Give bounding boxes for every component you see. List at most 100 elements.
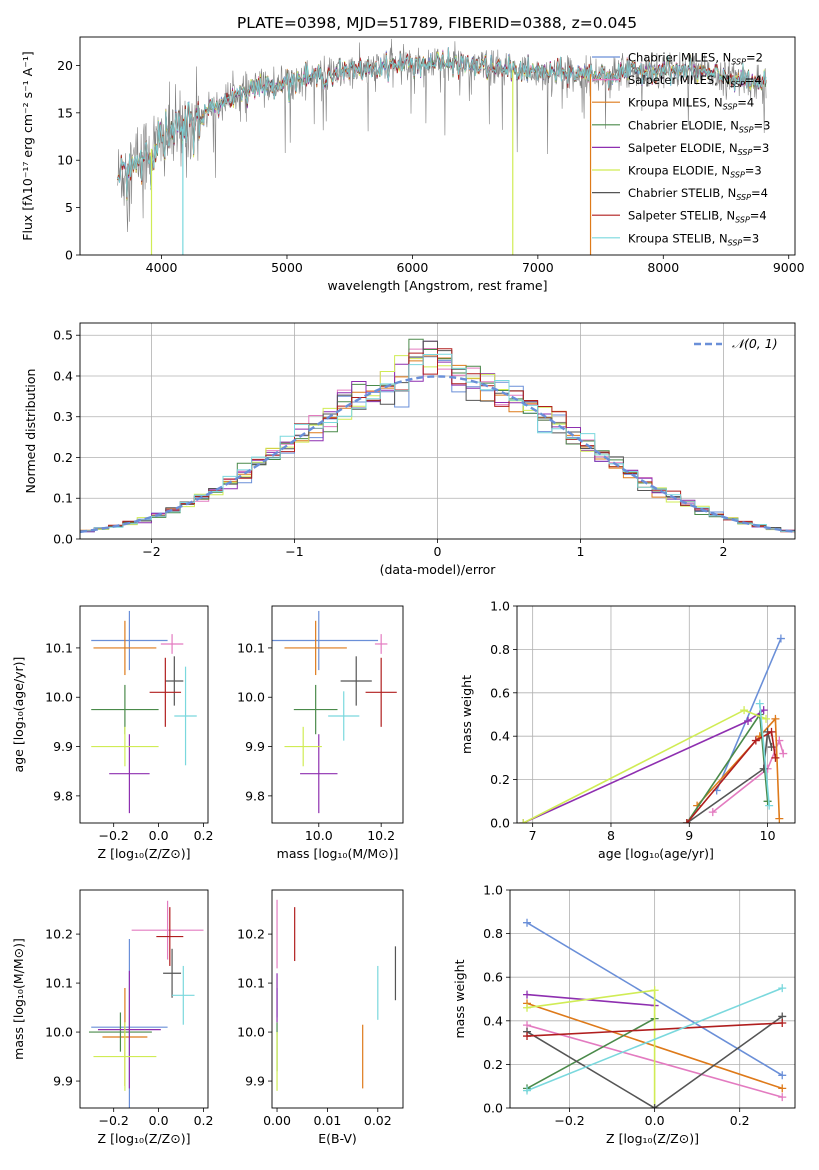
weight-line-kroupa-stelib xyxy=(759,703,770,806)
y-tick-label-2: 10.1 xyxy=(45,976,73,991)
subplot-1: −2 −1 0 1 2 0.0 0.1 0.2 0.3 0.4 0.5 (data-model)/er… xyxy=(23,322,796,577)
y-tick-label-0: 0.0 xyxy=(483,1101,503,1116)
x-tick-label-2: 0.02 xyxy=(364,1113,392,1128)
weight-line-salpeter-elodie xyxy=(526,993,655,1007)
plot-area xyxy=(91,610,197,814)
weight-marker-chabrier-miles xyxy=(778,1071,787,1080)
weight-line-kroupa-elodie xyxy=(526,989,656,1108)
weight-marker-kroupa-miles xyxy=(778,1084,787,1093)
legend-label-salpeter-stelib: Salpeter STELIB, NSSP=4 xyxy=(628,209,767,225)
y-axis-label: Flux [fλ10⁻¹⁷ erg cm⁻² s⁻¹ A⁻¹] xyxy=(20,51,35,240)
legend-n: N xyxy=(726,209,735,223)
plot-area xyxy=(80,338,795,534)
x-axis-label: E(B-V) xyxy=(318,1131,357,1146)
histogram-kroupa-stelib xyxy=(80,353,795,533)
weight-line-chabrier-stelib xyxy=(686,731,773,823)
y-axis-label: Normed distribution xyxy=(23,369,38,494)
x-axis-label: Z [log₁₀(Z/Z⊙)] xyxy=(98,846,191,861)
weight-line-kroupa-stelib xyxy=(526,987,783,1092)
legend: Chabrier MILES, NSSP=2 Salpeter MILES, NS… xyxy=(592,51,770,247)
weight-marker-kroupa-stelib xyxy=(778,984,787,993)
weight-line-salpeter-stelib xyxy=(526,1022,783,1037)
y-tick-label-0: 0.0 xyxy=(490,816,510,831)
y-tick-label-3: 10.1 xyxy=(237,640,265,655)
plots-layer: 4000 5000 6000 7000 8000 900005101520waveleng… xyxy=(11,36,805,1146)
x-tick-label-2: 9 xyxy=(685,828,693,843)
x-tick-label-1: 5000 xyxy=(271,260,303,275)
x-tick-label-1: 0.01 xyxy=(314,1113,342,1128)
weight-marker-salpeter-stelib xyxy=(767,727,776,736)
legend-n: N xyxy=(728,186,737,200)
legend-val: =3 xyxy=(745,164,762,178)
x-tick-label-0: 10.0 xyxy=(305,828,333,843)
y-tick-label-1: 9.9 xyxy=(53,739,73,754)
legend-normal-label: 𝒩(0, 1) xyxy=(732,336,778,351)
axes-frame xyxy=(271,889,404,1109)
legend-sub: SSP xyxy=(739,125,754,134)
y-tick-label-2: 10 xyxy=(57,153,73,168)
y-tick-label-1: 9.9 xyxy=(245,739,265,754)
y-tick-label-4: 20 xyxy=(57,58,73,73)
y-axis-label: mass weight xyxy=(459,675,474,754)
legend-sub: SSP xyxy=(723,103,738,112)
subplot-7: −0.2 0.0 0.2 0.0 0.2 0.4 0.6 0.8 1.0 Z [log₁₀(Z/Z… xyxy=(452,883,796,1146)
x-tick-label-1: 0.0 xyxy=(149,828,169,843)
y-tick-label-1: 5 xyxy=(65,200,73,215)
y-tick-label-2: 0.4 xyxy=(483,1013,503,1028)
x-tick-label-0: −0.2 xyxy=(99,1113,129,1128)
legend-val: =3 xyxy=(752,141,769,155)
legend-sub: SSP xyxy=(731,58,746,67)
x-tick-label-2: 0.2 xyxy=(194,828,214,843)
weight-marker-kroupa-stelib xyxy=(523,1086,532,1095)
weight-marker-kroupa-stelib xyxy=(755,699,764,708)
weight-marker-kroupa-elodie xyxy=(740,706,749,715)
weight-marker-kroupa-elodie xyxy=(650,986,659,995)
y-axis-label: mass weight xyxy=(452,959,467,1038)
x-tick-label-1: 0.0 xyxy=(645,1113,665,1128)
y-tick-label-0: 9.9 xyxy=(53,1074,73,1089)
legend-val: =2 xyxy=(746,51,763,65)
weight-line-chabrier-elodie xyxy=(526,1017,655,1090)
y-tick-label-1: 0.1 xyxy=(53,491,73,506)
x-axis-label: wavelength [Angstrom, rest frame] xyxy=(327,278,547,293)
legend-val: =4 xyxy=(745,73,762,87)
plot-area xyxy=(117,38,767,255)
y-tick-label-4: 0.8 xyxy=(483,926,503,941)
legend-label-kroupa-stelib: Kroupa STELIB, NSSP=3 xyxy=(628,231,759,247)
weight-line-kroupa-miles xyxy=(696,716,781,819)
subplot-5: −0.2 0.0 0.2 9.9 10.0 10.1 10.2 Z [log₁₀(Z/Z⊙)]… xyxy=(11,889,213,1146)
weight-marker-salpeter-miles xyxy=(778,1093,787,1102)
x-tick-label-4: 8000 xyxy=(647,260,679,275)
subplot-3: 10.0 10.2 9.8 9.9 10.0 10.1 mass [log₁₀(M/M⊙)] xyxy=(237,605,404,861)
weight-marker-kroupa-miles xyxy=(771,714,780,723)
legend-n: N xyxy=(719,231,728,245)
axes-frame xyxy=(79,889,209,1109)
weight-marker-chabrier-miles xyxy=(523,918,532,927)
y-tick-label-0: 0 xyxy=(65,248,73,263)
x-tick-label-1: 0.0 xyxy=(149,1113,169,1128)
x-tick-label-5: 9000 xyxy=(773,260,805,275)
observed-spectrum xyxy=(117,38,767,233)
x-tick-label-0: −2 xyxy=(142,544,160,559)
x-axis-label: Z [log₁₀(Z/Z⊙)] xyxy=(606,1131,699,1146)
legend-val: =4 xyxy=(750,209,767,223)
weight-marker-salpeter-elodie xyxy=(523,990,532,999)
weight-line-chabrier-stelib xyxy=(526,1015,783,1108)
y-axis-label: mass [log₁₀(M/M⊙)] xyxy=(11,938,26,1060)
y-tick-label-2: 10.0 xyxy=(45,690,73,705)
x-tick-label-3: 1 xyxy=(577,544,585,559)
legend-val: =3 xyxy=(742,231,759,245)
plot-area xyxy=(523,918,787,1108)
subplot-6: 0.00 0.01 0.02 9.9 10.0 10.1 10.2 E(B-V) xyxy=(237,889,404,1146)
x-tick-label-2: 6000 xyxy=(397,260,429,275)
axes-frame xyxy=(79,605,209,824)
plot-area xyxy=(276,899,397,1091)
legend-val: =4 xyxy=(751,186,768,200)
weight-marker-salpeter-miles xyxy=(708,808,717,817)
legend-label-chabrier-stelib: Chabrier STELIB, NSSP=4 xyxy=(628,186,768,202)
legend-label-chabrier-miles: Chabrier MILES, NSSP=2 xyxy=(628,51,763,67)
y-tick-label-4: 0.8 xyxy=(490,642,510,657)
legend-sub: SSP xyxy=(730,80,745,89)
y-tick-label-0: 0.0 xyxy=(53,532,73,547)
